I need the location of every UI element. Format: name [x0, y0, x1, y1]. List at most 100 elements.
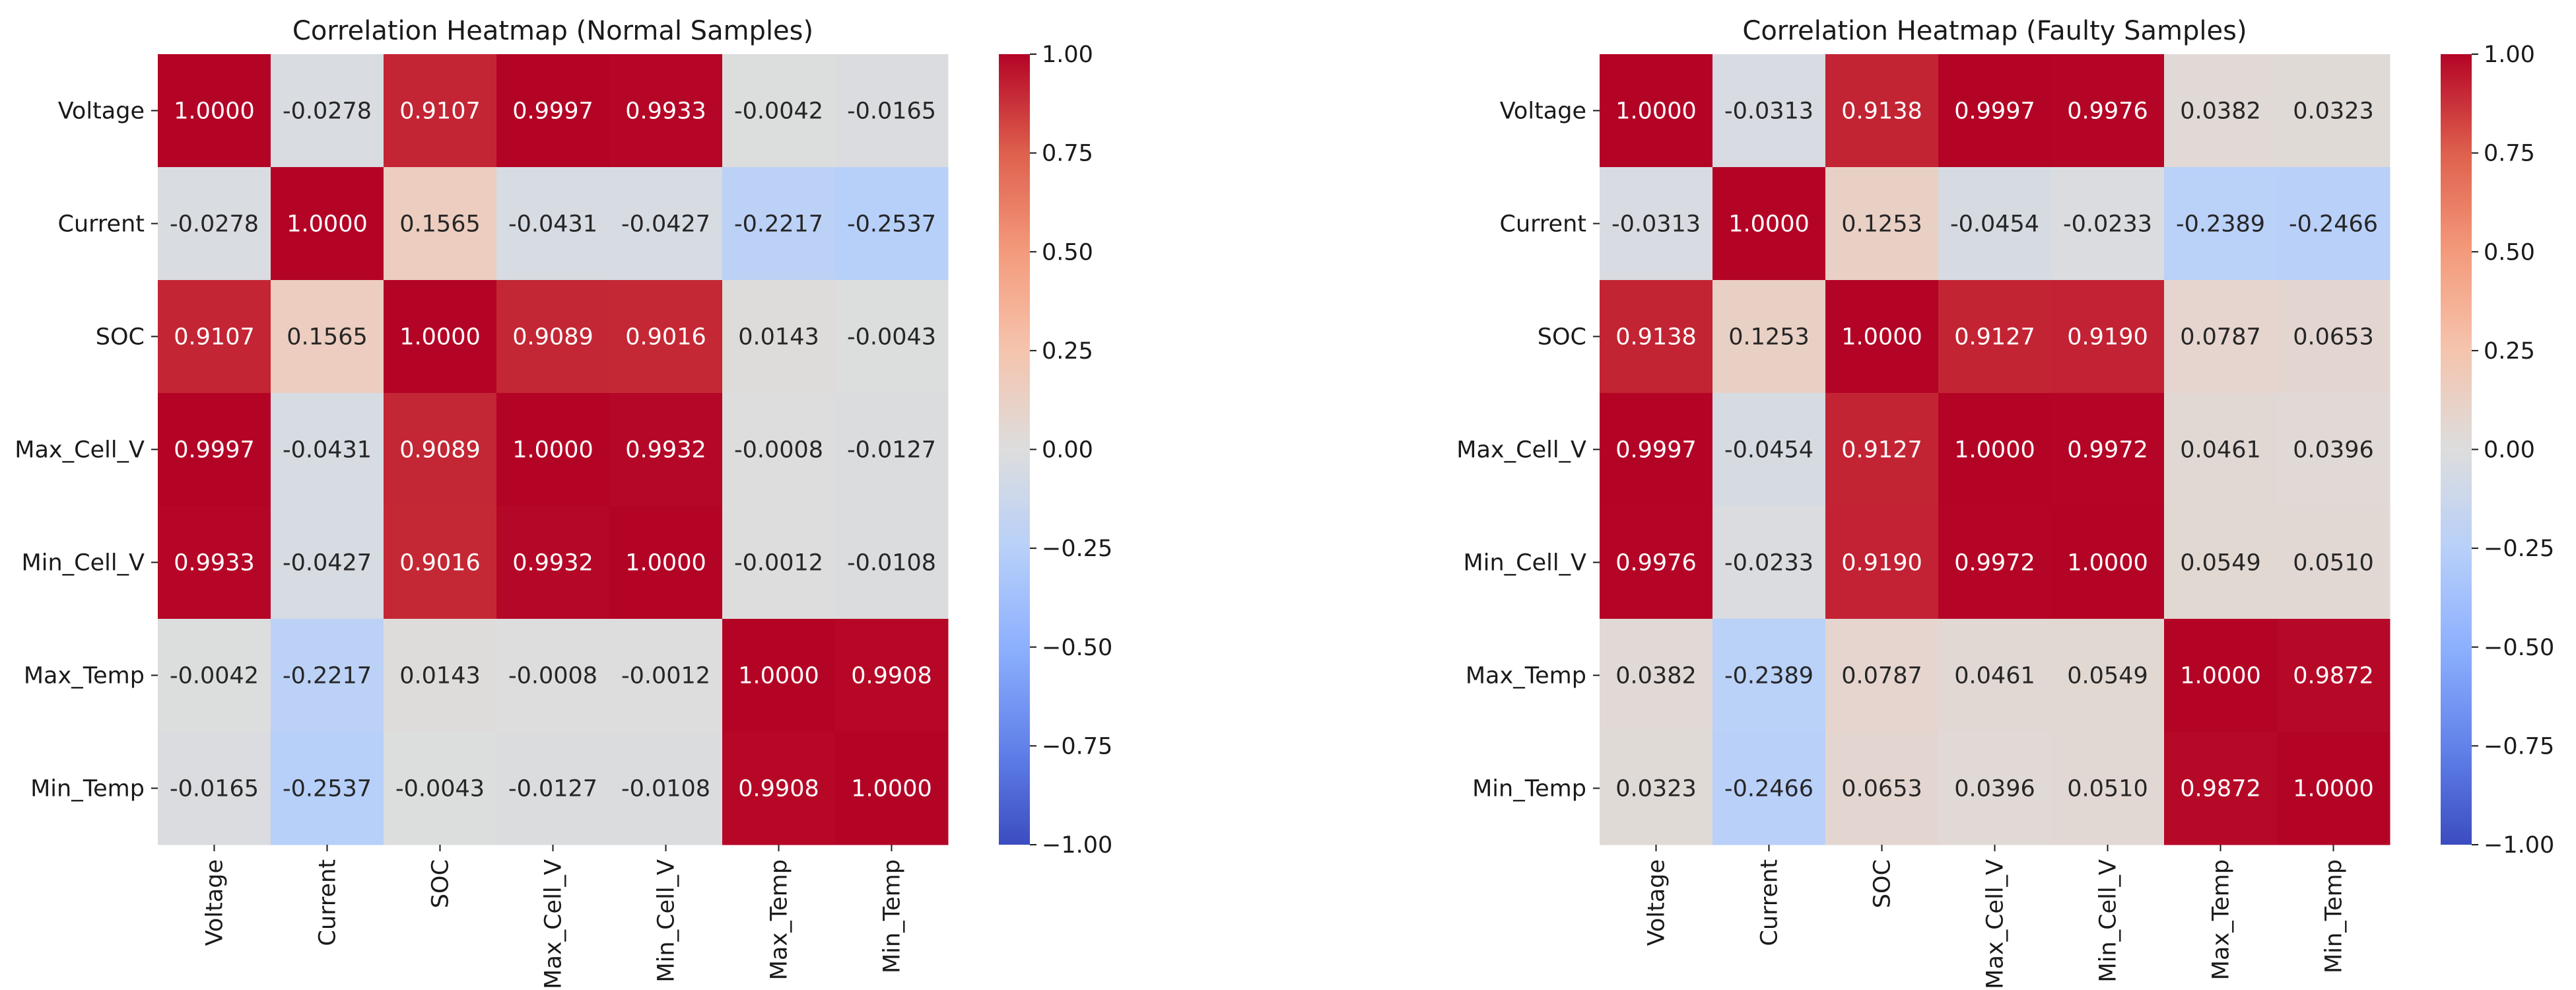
cell-value-label: -0.0313 — [1611, 211, 1701, 238]
heatmap-cell-max-cell-v-max-temp — [722, 393, 836, 507]
heatmap-cell-current-min-temp — [2277, 167, 2390, 281]
cell-value-label: 0.0396 — [1954, 776, 2035, 802]
y-tick-label-min-cell-v: Min_Cell_V — [22, 550, 145, 577]
heatmap-cell-soc-max-cell-v — [1938, 280, 2052, 394]
colorbar-tick-label: −0.75 — [1042, 733, 1112, 760]
heatmap-cell-min-cell-v-max-temp — [722, 506, 836, 619]
cell-value-label: 0.9016 — [399, 550, 480, 577]
heatmap-cell-soc-soc — [1825, 280, 1939, 394]
cell-value-label: -0.0012 — [734, 550, 823, 577]
cell-value-label: 1.0000 — [512, 437, 593, 464]
cell-value-label: 0.9932 — [625, 437, 706, 464]
heatmap-normal-samples: Correlation Heatmap (Normal Samples) 1.00… — [15, 16, 1112, 989]
chart-title: Correlation Heatmap (Normal Samples) — [292, 16, 813, 46]
y-tick-label-max-cell-v: Max_Cell_V — [1456, 437, 1586, 464]
heatmap-cell-min-temp-voltage — [1600, 732, 1713, 845]
heatmap-cell-max-cell-v-min-cell-v — [2051, 393, 2165, 507]
heatmap-cell-max-cell-v-min-temp — [2277, 393, 2390, 507]
cell-value-label: -0.0431 — [508, 211, 597, 238]
heatmap-cell-min-temp-max-temp — [2164, 732, 2278, 845]
cell-value-label: 1.0000 — [738, 663, 819, 689]
colorbar-tick-label: −0.75 — [2484, 733, 2554, 760]
heatmap-cell-current-voltage — [1600, 167, 1713, 281]
cell-value-label: 0.9908 — [738, 776, 819, 802]
cell-value-label: 0.9997 — [174, 437, 254, 464]
cell-value-label: -0.0043 — [847, 324, 936, 351]
cell-value-label: 0.9997 — [1954, 98, 2035, 125]
heatmap-cell-soc-current — [1712, 280, 1826, 394]
x-tick-label-min-temp: Min_Temp — [2321, 859, 2348, 973]
colorbar-tick-label: 1.00 — [2484, 42, 2535, 68]
cell-value-label: 0.9127 — [1954, 324, 2035, 351]
heatmap-cell-voltage-max-temp — [722, 54, 836, 168]
cell-value-label: -0.0042 — [170, 663, 259, 689]
cell-value-label: 1.0000 — [851, 776, 932, 802]
heatmap-cell-max-cell-v-soc — [384, 393, 497, 507]
cell-value-label: 1.0000 — [174, 98, 254, 125]
cell-value-label: -0.0012 — [621, 663, 710, 689]
y-tick-label-min-cell-v: Min_Cell_V — [1464, 550, 1587, 577]
heatmap-cell-max-temp-min-cell-v — [2051, 619, 2165, 732]
cell-value-label: 0.9933 — [625, 98, 706, 125]
cell-value-label: 0.9976 — [2067, 98, 2148, 125]
heatmap-cell-max-temp-soc — [384, 619, 497, 732]
heatmap-cell-current-min-temp — [835, 167, 949, 281]
heatmap-cell-min-temp-soc — [1825, 732, 1939, 845]
heatmap-cell-min-cell-v-max-cell-v — [1938, 506, 2052, 619]
colorbar-tick-label: 0.75 — [1042, 141, 1093, 167]
cell-value-label: -0.2389 — [1724, 663, 1813, 689]
heatmap-cell-min-cell-v-min-cell-v — [609, 506, 723, 619]
heatmap-cell-current-soc — [384, 167, 497, 281]
colorbar-tick-label: −0.25 — [1042, 536, 1112, 562]
heatmap-cell-current-voltage — [158, 167, 271, 281]
cell-value-label: 0.9190 — [2067, 324, 2148, 351]
cell-value-label: 1.0000 — [1728, 211, 1809, 238]
heatmap-cell-voltage-current — [271, 54, 384, 168]
heatmap-cell-min-temp-voltage — [158, 732, 271, 845]
cell-value-label: 0.0396 — [2293, 437, 2373, 464]
x-tick-label-soc: SOC — [428, 859, 454, 908]
cell-value-label: 0.0382 — [1615, 663, 1696, 689]
cell-value-label: 0.9138 — [1841, 98, 1922, 125]
heatmap-cell-max-cell-v-voltage — [1600, 393, 1713, 507]
colorbar-tick-label: 0.25 — [1042, 338, 1093, 365]
colorbar-tick-label: 0.50 — [1042, 239, 1093, 265]
cell-value-label: 1.0000 — [2180, 663, 2260, 689]
heatmap-cell-soc-max-temp — [2164, 280, 2278, 394]
heatmap-cell-max-temp-min-temp — [2277, 619, 2390, 732]
cell-value-label: -0.0233 — [1724, 550, 1813, 577]
heatmap-cell-soc-voltage — [158, 280, 271, 394]
cell-value-label: 0.9089 — [512, 324, 593, 351]
cell-value-label: 0.0510 — [2067, 776, 2148, 802]
heatmap-cell-voltage-min-cell-v — [2051, 54, 2165, 168]
heatmap-cell-min-cell-v-min-temp — [835, 506, 949, 619]
cell-value-label: -0.0427 — [283, 550, 372, 577]
cell-value-label: -0.0165 — [170, 776, 259, 802]
cell-value-label: 0.9016 — [625, 324, 706, 351]
y-tick-label-max-cell-v: Max_Cell_V — [15, 437, 145, 464]
colorbar-tick-label: −0.50 — [2484, 635, 2554, 661]
cell-value-label: -0.0042 — [734, 98, 823, 125]
cell-value-label: 0.0382 — [2180, 98, 2260, 125]
heatmap-cell-voltage-soc — [1825, 54, 1939, 168]
cell-value-label: -0.2537 — [283, 776, 372, 802]
cell-value-label: -0.0165 — [847, 98, 936, 125]
heatmap-cell-voltage-voltage — [1600, 54, 1713, 168]
cell-value-label: 0.9190 — [1841, 550, 1922, 577]
cell-value-label: 0.9107 — [399, 98, 480, 125]
x-tick-label-current: Current — [315, 859, 341, 946]
x-tick-label-max-cell-v: Max_Cell_V — [1983, 859, 2009, 989]
cell-value-label: -0.2537 — [847, 211, 936, 238]
y-tick-label-voltage: Voltage — [58, 98, 145, 125]
colorbar-tick-label: 0.00 — [1042, 437, 1093, 464]
heatmap-cell-min-temp-min-temp — [835, 732, 949, 845]
heatmap-cell-current-min-cell-v — [609, 167, 723, 281]
heatmap-cell-voltage-voltage — [158, 54, 271, 168]
cell-value-label: 0.9107 — [174, 324, 254, 351]
cell-value-label: 1.0000 — [1954, 437, 2035, 464]
cell-value-label: 0.0653 — [1841, 776, 1922, 802]
heatmap-cell-soc-min-temp — [2277, 280, 2390, 394]
heatmap-cell-soc-max-cell-v — [496, 280, 610, 394]
y-tick-label-min-temp: Min_Temp — [30, 776, 145, 802]
